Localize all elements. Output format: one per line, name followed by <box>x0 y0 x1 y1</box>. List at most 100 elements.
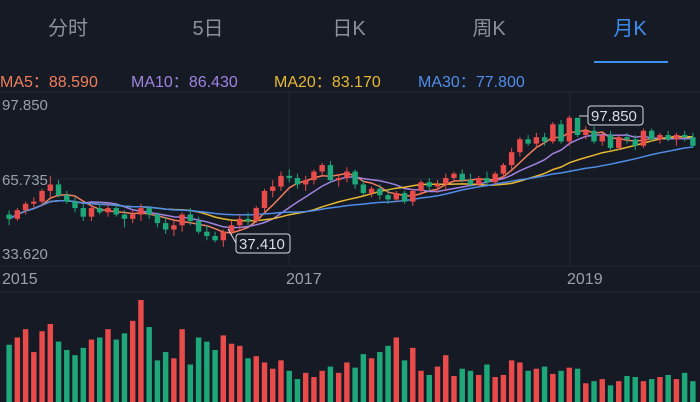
candle-body <box>146 208 152 215</box>
volume-bar <box>138 300 144 402</box>
year-label-2015: 2015 <box>2 271 38 288</box>
volume-bar <box>508 360 515 402</box>
volume-bar <box>302 372 309 402</box>
volume-bar <box>484 364 490 402</box>
volume-bar <box>286 370 292 402</box>
candle-body <box>525 139 531 144</box>
tab-weekly-k[interactable]: 周K <box>472 18 506 40</box>
volume-bars <box>6 300 696 402</box>
volume-bar <box>401 360 408 402</box>
volume-bar <box>640 381 647 402</box>
volume-bar <box>352 367 358 402</box>
ma20-indicator: MA20：83.170 <box>274 68 381 92</box>
high-callout-box <box>587 105 644 126</box>
ma20-label: MA20： <box>274 74 332 91</box>
volume-bar <box>385 345 391 402</box>
ma5-indicator: MA5：88.590 <box>0 68 98 92</box>
candle-body <box>451 173 457 178</box>
volume-bar <box>673 379 680 402</box>
volume-bar <box>22 329 29 402</box>
candle-body <box>171 225 177 230</box>
volume-bar <box>574 368 581 402</box>
candle-body <box>681 135 688 138</box>
candle-body <box>179 214 185 226</box>
ma10-indicator: MA10：86.430 <box>131 68 238 92</box>
volume-bar <box>426 374 432 402</box>
candle-body <box>212 235 218 241</box>
candle-body <box>640 130 647 146</box>
candle-body <box>426 182 432 187</box>
candle-body <box>360 184 367 194</box>
candle-body <box>270 186 276 191</box>
active-tab-indicator <box>594 61 668 63</box>
tab-5-day[interactable]: 5日 <box>192 18 224 40</box>
ma10-line <box>8 134 693 229</box>
candle-body <box>393 193 400 200</box>
candle-body <box>459 173 465 181</box>
volume-bar <box>533 368 540 402</box>
volume-bar <box>591 381 597 402</box>
volume-bar <box>39 331 45 402</box>
candle-body <box>47 184 54 191</box>
volume-bar <box>434 366 441 402</box>
year-label-2017: 2017 <box>286 271 322 288</box>
candle-body <box>14 210 21 219</box>
volume-bar <box>492 377 498 402</box>
volume-bar <box>311 377 317 402</box>
candle-body <box>261 190 268 209</box>
volume-bar <box>368 358 375 402</box>
tab-intraday[interactable]: 分时 <box>48 18 88 40</box>
ma5-value: 88.590 <box>48 74 98 91</box>
candle-body <box>55 184 62 196</box>
volume-bar <box>360 354 367 402</box>
volume-bar <box>632 377 638 402</box>
high-callout: 97.850 <box>579 105 644 126</box>
low-callout: 37.410 <box>227 228 291 254</box>
candle-body <box>237 218 243 226</box>
volume-bar <box>6 344 12 402</box>
candle-body <box>278 175 284 187</box>
tab-daily-k[interactable]: 日K <box>332 18 366 40</box>
volume-bar <box>105 329 111 402</box>
candle-body <box>475 177 482 185</box>
candle-body <box>319 165 325 172</box>
volume-bar <box>154 360 161 402</box>
low-callout-box <box>235 233 291 254</box>
volume-bar <box>607 385 614 402</box>
candle-body <box>245 218 251 221</box>
candle-body <box>673 135 680 140</box>
candle-body <box>616 137 622 148</box>
tab-monthly-k[interactable]: 月K <box>613 18 647 40</box>
volume-bar <box>47 323 54 402</box>
candle-body <box>294 177 301 185</box>
volume-bar <box>55 341 62 402</box>
candle-body <box>204 231 210 236</box>
candle-body <box>566 117 573 142</box>
candle-body <box>624 137 630 140</box>
volume-bar <box>270 368 276 402</box>
volume-bar <box>467 370 474 402</box>
candle-body <box>377 188 383 196</box>
volume-bar <box>179 329 185 402</box>
volume-bar <box>377 352 383 402</box>
candle-body <box>558 124 564 142</box>
ma30-indicator: MA30：77.800 <box>418 68 525 92</box>
volume-bar <box>583 383 589 402</box>
candle-body <box>88 208 95 217</box>
ma5-line <box>8 129 694 234</box>
ma10-label: MA10： <box>131 74 189 91</box>
candle-body <box>344 171 350 178</box>
candle-body <box>508 152 515 166</box>
ma5-label: MA5： <box>0 74 49 91</box>
volume-bar <box>294 379 301 402</box>
candle-body <box>648 130 655 140</box>
volume-bar <box>64 349 70 402</box>
volume-bar <box>443 355 449 402</box>
volume-bar <box>648 379 655 402</box>
candle-body <box>583 130 589 136</box>
volume-bar <box>690 381 696 402</box>
volume-bar <box>171 358 177 402</box>
candle-body <box>467 180 474 185</box>
